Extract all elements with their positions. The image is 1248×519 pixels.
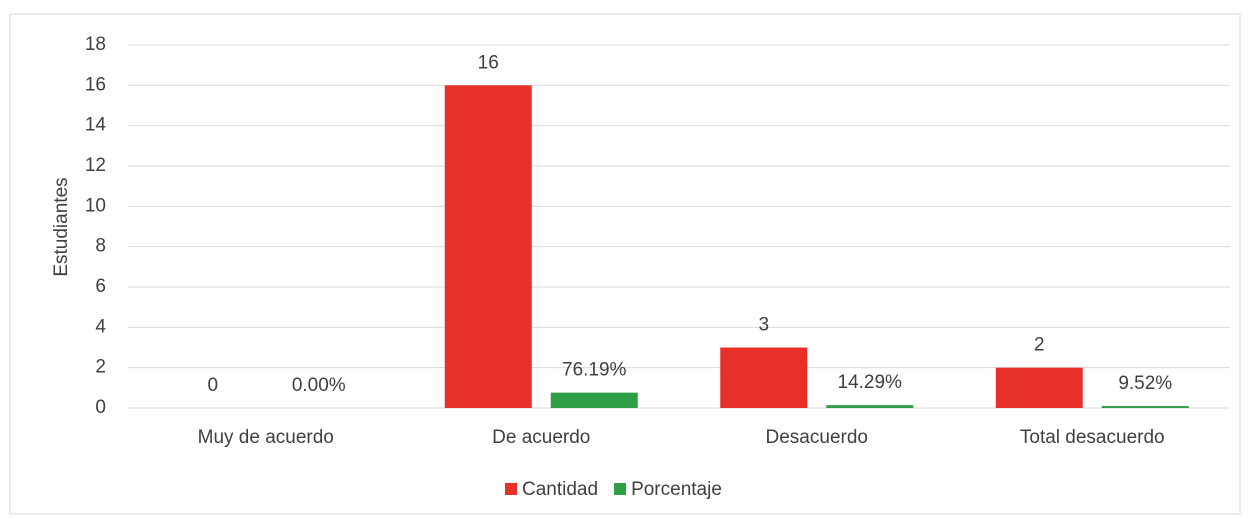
y-tick-label: 10 xyxy=(85,195,106,216)
y-tick-label: 14 xyxy=(85,115,107,136)
y-axis-label: Estudiantes xyxy=(51,177,72,276)
legend-label: Cantidad xyxy=(522,479,598,500)
data-label: 0.00% xyxy=(292,375,346,396)
x-tick-label: De acuerdo xyxy=(492,427,590,448)
y-tick-label: 8 xyxy=(95,236,106,257)
x-tick-label: Muy de acuerdo xyxy=(198,427,334,448)
data-label: 0 xyxy=(207,375,218,396)
bar xyxy=(826,405,914,408)
bar xyxy=(720,347,808,408)
legend-swatch xyxy=(505,483,517,495)
data-label: 2 xyxy=(1034,335,1045,356)
x-tick-label: Desacuerdo xyxy=(766,427,868,448)
y-tick-label: 18 xyxy=(85,34,106,55)
legend-swatch xyxy=(614,483,627,495)
bar xyxy=(444,85,532,408)
data-label: 9.52% xyxy=(1118,373,1172,394)
y-tick-label: 2 xyxy=(95,357,106,378)
data-label: 16 xyxy=(478,52,499,73)
bar xyxy=(1101,406,1189,408)
y-tick-label: 16 xyxy=(85,74,106,95)
data-label: 76.19% xyxy=(562,360,627,381)
x-tick-label: Total desacuerdo xyxy=(1020,427,1165,448)
data-label: 3 xyxy=(758,315,769,336)
y-tick-label: 0 xyxy=(95,397,106,418)
y-tick-label: 6 xyxy=(95,276,106,297)
data-label: 14.29% xyxy=(838,372,903,393)
y-tick-label: 12 xyxy=(85,155,106,176)
bar xyxy=(995,367,1083,408)
y-tick-label: 4 xyxy=(95,316,106,337)
legend-label: Porcentaje xyxy=(631,479,722,500)
bar xyxy=(550,392,638,408)
chart-frame xyxy=(9,13,1241,515)
